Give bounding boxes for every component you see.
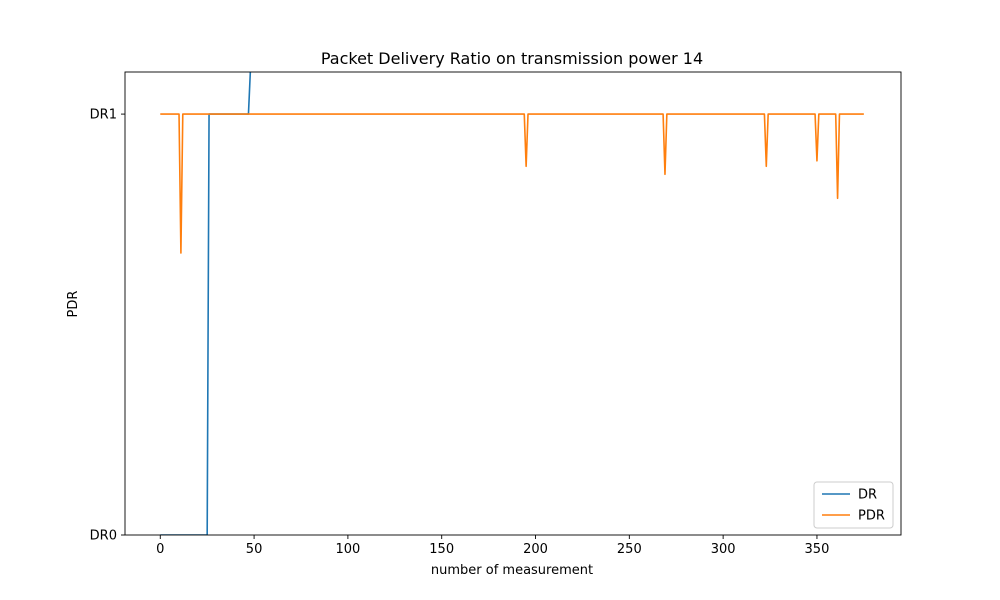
y-axis-label: PDR bbox=[66, 291, 81, 318]
y-tick-label: DR1 bbox=[90, 108, 117, 123]
x-tick-label: 0 bbox=[156, 542, 164, 557]
plot-area: 0 50 100 150 200 250 300 350 DR0 DR1 DR PDR bbox=[90, 71, 902, 557]
chart-title: Packet Delivery Ratio on transmission po… bbox=[321, 49, 703, 68]
x-tick-label: 300 bbox=[711, 542, 736, 557]
series-line-pdr bbox=[160, 113, 864, 254]
x-tick-label: 50 bbox=[246, 542, 263, 557]
x-tick-label: 150 bbox=[429, 542, 454, 557]
legend-label-pdr: PDR bbox=[858, 509, 885, 524]
series-line-dr bbox=[160, 72, 252, 535]
x-tick-label: 250 bbox=[617, 542, 642, 557]
y-tick-label: DR0 bbox=[90, 529, 117, 544]
legend: DR PDR bbox=[813, 481, 894, 529]
x-axis-label: number of measurement bbox=[431, 563, 593, 578]
legend-label-dr: DR bbox=[858, 488, 877, 503]
plot-frame bbox=[124, 71, 902, 536]
x-tick-label: 350 bbox=[805, 542, 830, 557]
x-tick-label: 100 bbox=[335, 542, 360, 557]
x-tick-label: 200 bbox=[523, 542, 548, 557]
series-group bbox=[160, 72, 864, 535]
